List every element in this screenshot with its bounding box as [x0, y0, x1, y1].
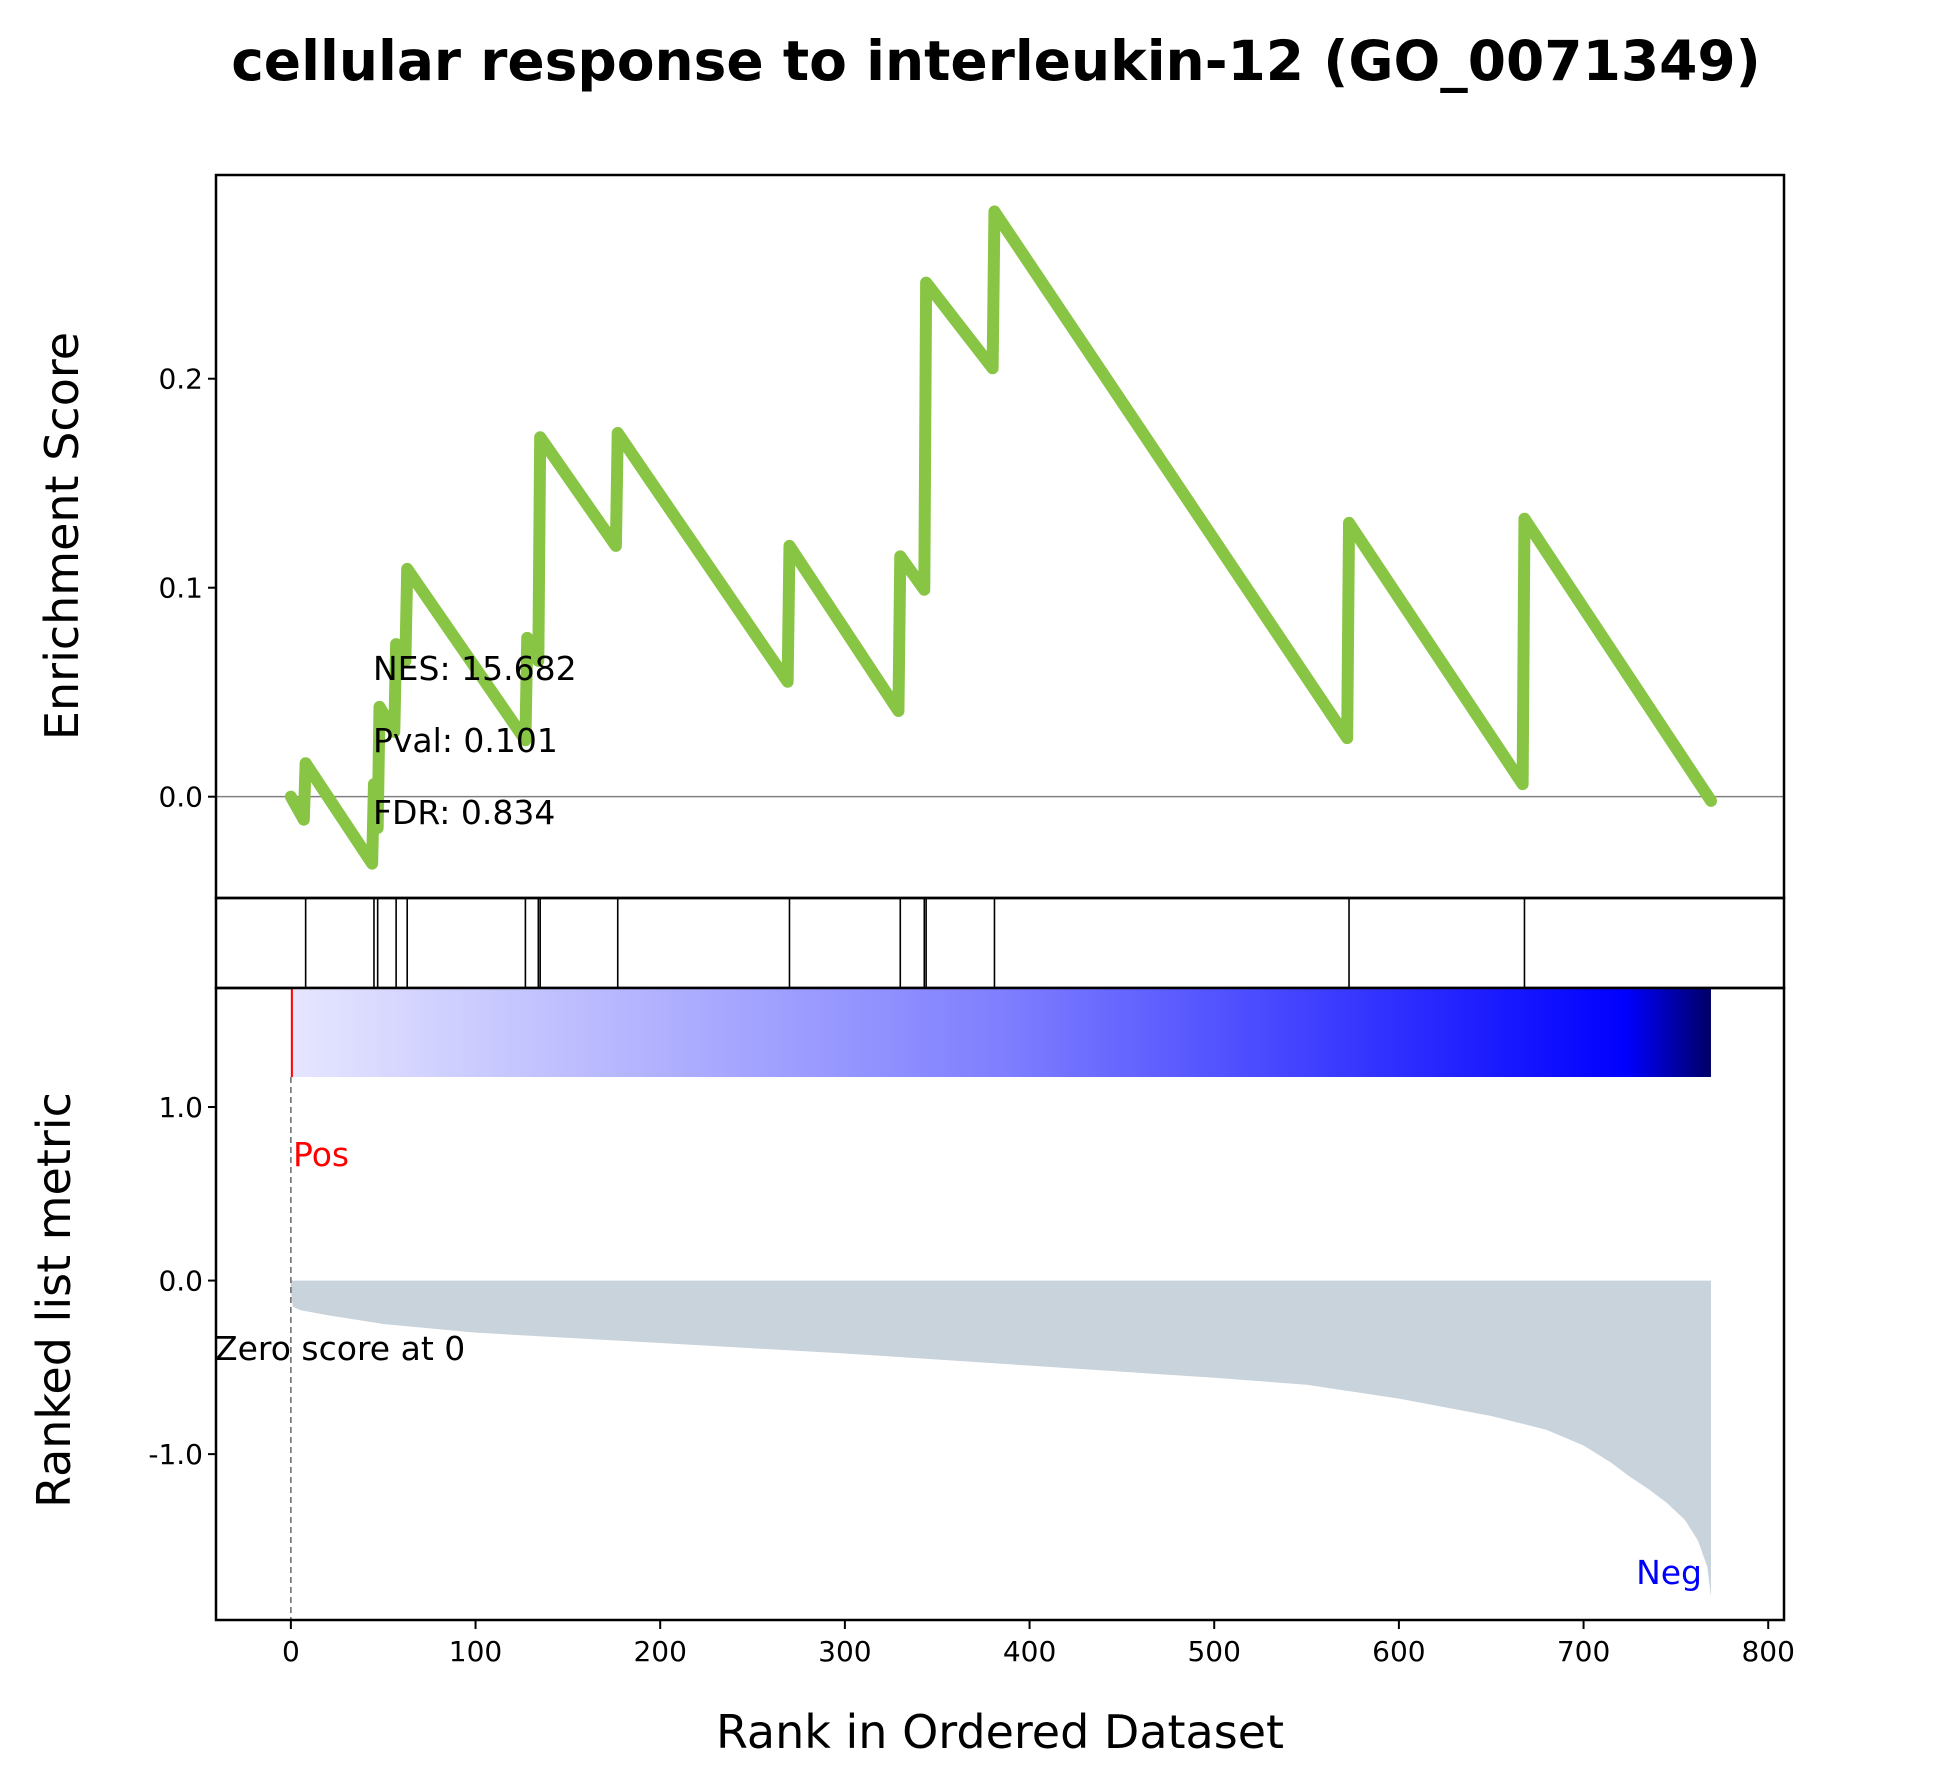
x-tick-label: 100 [449, 1635, 502, 1668]
x-tick-label: 200 [633, 1635, 686, 1668]
es-y-axis-title: Enrichment Score [35, 332, 89, 740]
es-panel-frame [214, 173, 1786, 900]
rank-y-tick-label: -1.0 [148, 1438, 203, 1471]
x-tick-label: 800 [1741, 1635, 1794, 1668]
x-tick-label: 0 [282, 1635, 300, 1668]
pval-stat: Pval: 0.101 [373, 721, 558, 760]
rank-y-tick-label: 1.0 [158, 1091, 203, 1124]
x-tick-label: 600 [1372, 1635, 1425, 1668]
x-axis-ticks: 0 100 200 300 400 500 600 700 800 [282, 1620, 1795, 1668]
x-tick-label: 400 [1003, 1635, 1056, 1668]
x-tick-label: 300 [818, 1635, 871, 1668]
es-y-tick-label: 0.1 [158, 572, 203, 605]
ranked-metric-panel: Pos Neg Zero score at 0 1.0 0.0 -1.0 Ranke… [27, 986, 1786, 1622]
zero-score-label: Zero score at 0 [215, 1329, 465, 1368]
neg-label: Neg [1636, 1553, 1702, 1592]
chart-title: cellular response to interleukin-12 (GO_… [231, 29, 1761, 93]
hit-lines [304, 899, 1526, 987]
rank-panel-frame [214, 986, 1786, 1622]
rank-y-tick-label: 0.0 [158, 1265, 203, 1298]
running-enrichment-score-line [284, 205, 1717, 870]
pos-label: Pos [293, 1135, 349, 1174]
hits-panel-frame [214, 896, 1786, 990]
gene-hits-panel [214, 896, 1786, 990]
enrichment-score-panel: 0.0 0.1 0.2 NES: 15.682 Pval: 0.101 FDR: 0… [35, 173, 1786, 900]
nes-stat: NES: 15.682 [373, 649, 577, 688]
fdr-stat: FDR: 0.834 [373, 793, 555, 832]
rank-y-axis-title: Ranked list metric [27, 1092, 81, 1508]
es-y-tick-label: 0.2 [158, 363, 203, 396]
x-tick-label: 700 [1557, 1635, 1610, 1668]
rank-color-bar [290, 989, 1711, 1077]
x-tick-label: 500 [1187, 1635, 1240, 1668]
rank-y-ticks: 1.0 0.0 -1.0 [148, 1091, 217, 1471]
es-y-tick-label: 0.0 [158, 781, 203, 814]
x-axis-title: Rank in Ordered Dataset [716, 1705, 1284, 1759]
es-y-ticks: 0.0 0.1 0.2 [158, 363, 217, 814]
ranked-metric-area [290, 1280, 1711, 1597]
